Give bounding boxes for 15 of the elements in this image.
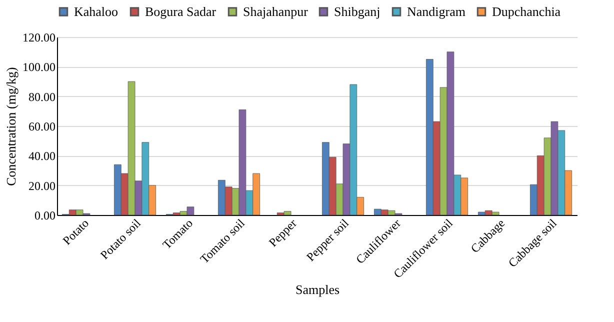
- y-tick-label: 120.00: [22, 30, 56, 44]
- x-axis-title: Samples: [295, 282, 340, 298]
- legend-label: Shibganj: [334, 4, 380, 19]
- legend-label: Shajahanpur: [243, 4, 309, 19]
- legend-label: Dupchanchia: [492, 4, 561, 19]
- y-tick-label: 40.00: [28, 149, 56, 164]
- legend-label: Nandigram: [407, 4, 466, 19]
- y-axis-title: Concentration (mg/kg): [4, 67, 18, 186]
- y-tick-label: 0.00: [34, 208, 56, 222]
- y-tick-label: 60.00: [28, 120, 56, 134]
- y-tick-label: 80.00: [28, 90, 56, 104]
- legend-label: Bogura Sadar: [145, 4, 217, 19]
- y-tick-label: 20.00: [28, 178, 56, 193]
- legend-label: Kahaloo: [74, 4, 118, 19]
- y-tick-label: 100.00: [22, 60, 56, 74]
